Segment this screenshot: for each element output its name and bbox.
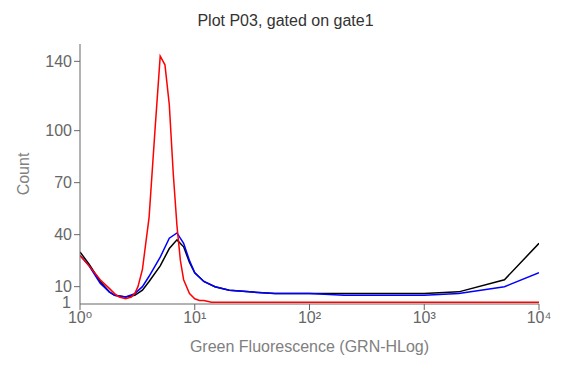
svg-text:10³: 10³ <box>413 309 437 326</box>
svg-text:140: 140 <box>45 53 72 70</box>
svg-text:Count: Count <box>15 152 32 195</box>
svg-text:70: 70 <box>54 174 72 191</box>
svg-text:10⁴: 10⁴ <box>527 309 552 326</box>
svg-text:10²: 10² <box>298 309 322 326</box>
html-text:Plot P03, gated on gate1: Plot P03, gated on gate1 <box>197 12 374 29</box>
svg-text:1: 1 <box>62 294 71 311</box>
svg-text:100: 100 <box>45 122 72 139</box>
svg-text:40: 40 <box>54 226 72 243</box>
svg-text:10: 10 <box>54 278 72 295</box>
svg-text:10¹: 10¹ <box>183 309 206 326</box>
svg-text:Green Fluorescence (GRN-HLog): Green Fluorescence (GRN-HLog) <box>190 338 429 355</box>
svg-text:10⁰: 10⁰ <box>68 309 92 326</box>
